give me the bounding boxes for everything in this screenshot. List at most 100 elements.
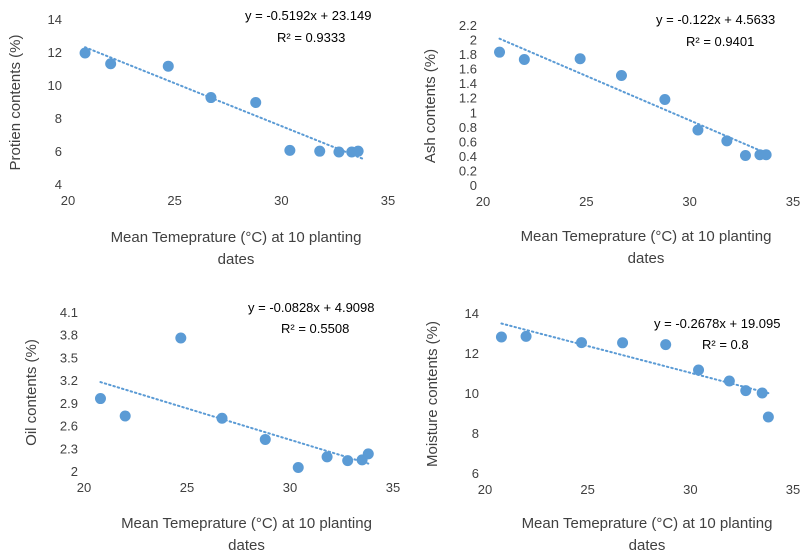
ash-x-tick-label: 25 (579, 194, 593, 209)
protein-x-tick-label: 30 (274, 193, 288, 208)
oil-x-axis-label-line2: dates (228, 537, 265, 552)
ash-x-tick-label: 35 (786, 194, 800, 209)
moisture-y-tick-label: 8 (472, 426, 479, 441)
ash-y-tick-label: 1.2 (459, 91, 477, 106)
protein-chart-svg: 4 6 8 10 12 14 20 25 30 35 Protien contents (%) Mea… (7, 8, 395, 268)
oil-data-point (321, 451, 333, 463)
moisture-trendline (500, 322, 770, 395)
ash-y-tick-label: 0 (470, 178, 477, 193)
protein-x-tick-label: 25 (167, 193, 181, 208)
ash-data-point (692, 124, 704, 136)
oil-data-point (362, 448, 374, 460)
moisture-y-axis-label: Moisture contents (%) (424, 321, 441, 467)
protein-data-point (352, 145, 364, 157)
protein-x-tick-label: 35 (381, 193, 395, 208)
oil-data-point (119, 410, 131, 422)
ash-y-tick-label: 1 (470, 105, 477, 120)
ash-y-tick-label: 1.8 (459, 47, 477, 62)
ash-x-tick-label: 30 (682, 194, 696, 209)
moisture-y-tick-label: 10 (465, 386, 479, 401)
ash-trend-equation: y = -0.122x + 4.5633 (656, 12, 775, 27)
moisture-chart-panel: 6 8 10 12 14 20 25 30 35 Moisture contents (%) Mea… (401, 276, 802, 552)
moisture-y-tick-label: 14 (465, 306, 479, 321)
ash-x-tick-label: 20 (476, 194, 490, 209)
moisture-y-tick-label: 12 (465, 346, 479, 361)
ash-r-squared: R² = 0.9401 (686, 34, 754, 49)
ash-data-point (494, 46, 506, 58)
moisture-data-point (495, 331, 507, 343)
oil-data-point (175, 332, 187, 344)
protein-y-tick-label: 6 (55, 144, 62, 159)
oil-y-axis-label: Oil contents (%) (23, 339, 40, 446)
ash-data-point (518, 53, 530, 65)
moisture-x-tick-label: 30 (683, 482, 697, 497)
ash-data-point (721, 135, 733, 147)
ash-y-tick-label: 1.4 (459, 76, 477, 91)
moisture-y-tick-label: 6 (472, 466, 479, 481)
ash-y-tick-label: 0.8 (459, 120, 477, 135)
protein-y-tick-label: 4 (55, 177, 62, 192)
oil-trend-equation: y = -0.0828x + 4.9098 (248, 300, 374, 315)
oil-x-tick-label: 30 (283, 480, 297, 495)
protein-x-axis-label-line2: dates (218, 251, 255, 268)
ash-y-tick-label: 0.2 (459, 163, 477, 178)
ash-y-axis-label: Ash contents (%) (422, 49, 439, 163)
oil-y-tick-label: 3.5 (60, 350, 78, 365)
ash-x-axis-label-line1: Mean Temeprature (°C) at 10 planting (521, 228, 772, 245)
oil-data-point (94, 393, 106, 405)
protein-r-squared: R² = 0.9333 (277, 30, 345, 45)
protein-data-point (333, 146, 345, 158)
oil-x-tick-label: 35 (386, 480, 400, 495)
moisture-x-tick-label: 25 (580, 482, 594, 497)
oil-x-tick-label: 20 (77, 480, 91, 495)
protein-y-tick-label: 12 (48, 45, 62, 60)
ash-trendline (498, 37, 770, 156)
oil-data-point (292, 461, 304, 473)
protein-y-axis-label: Protien contents (%) (7, 35, 24, 171)
ash-data-point (659, 93, 671, 105)
oil-trendline (99, 381, 370, 465)
protein-data-point (79, 47, 91, 59)
moisture-r-squared: R² = 0.8 (702, 337, 749, 352)
ash-y-tick-label: 0.4 (459, 149, 477, 164)
protein-data-point (314, 145, 326, 157)
ash-data-point (615, 69, 627, 81)
oil-data-point (216, 412, 228, 424)
oil-x-tick-label: 25 (180, 480, 194, 495)
oil-y-tick-label: 2 (71, 464, 78, 479)
protein-y-tick-label: 8 (55, 111, 62, 126)
oil-y-tick-label: 3.8 (60, 328, 78, 343)
protein-y-tick-label: 14 (48, 12, 62, 27)
moisture-data-point (617, 337, 629, 349)
oil-r-squared: R² = 0.5508 (281, 321, 349, 336)
oil-data-point (342, 455, 354, 467)
ash-y-tick-label: 2 (470, 33, 477, 48)
protein-y-tick-label: 10 (48, 78, 62, 93)
moisture-data-point (520, 330, 532, 342)
moisture-x-tick-label: 20 (478, 482, 492, 497)
protein-data-point (250, 97, 262, 108)
moisture-x-tick-label: 35 (786, 482, 800, 497)
ash-data-point (574, 53, 586, 65)
protein-x-axis-label-line1: Mean Temeprature (°C) at 10 planting (111, 229, 362, 246)
oil-y-tick-label: 2.9 (60, 396, 78, 411)
protein-data-point (162, 60, 174, 72)
ash-chart-panel: 0 0.2 0.4 0.6 0.8 1 1.2 1.4 1.6 1.8 2 2.2 20 25 30 35 As… (401, 0, 802, 276)
moisture-trend-equation: y = -0.2678x + 19.095 (654, 316, 780, 331)
oil-data-point (259, 433, 271, 445)
moisture-chart-svg: 6 8 10 12 14 20 25 30 35 Moisture contents (%) Mea… (424, 306, 800, 552)
protein-trend-equation: y = -0.5192x + 23.149 (245, 8, 371, 23)
moisture-x-axis-label-line2: dates (629, 537, 666, 552)
oil-y-tick-label: 3.2 (60, 373, 78, 388)
protein-data-point (284, 144, 296, 156)
moisture-data-point (576, 337, 588, 349)
moisture-data-point (756, 387, 768, 399)
oil-y-tick-label: 2.6 (60, 419, 78, 434)
moisture-x-axis-label-line1: Mean Temeprature (°C) at 10 planting (522, 515, 773, 532)
protein-data-point (205, 92, 217, 104)
oil-x-axis-label-line1: Mean Temeprature (°C) at 10 planting (121, 515, 372, 532)
moisture-data-point (693, 364, 705, 376)
ash-data-point (760, 149, 772, 161)
moisture-data-point (723, 375, 735, 387)
ash-y-tick-label: 0.6 (459, 134, 477, 149)
